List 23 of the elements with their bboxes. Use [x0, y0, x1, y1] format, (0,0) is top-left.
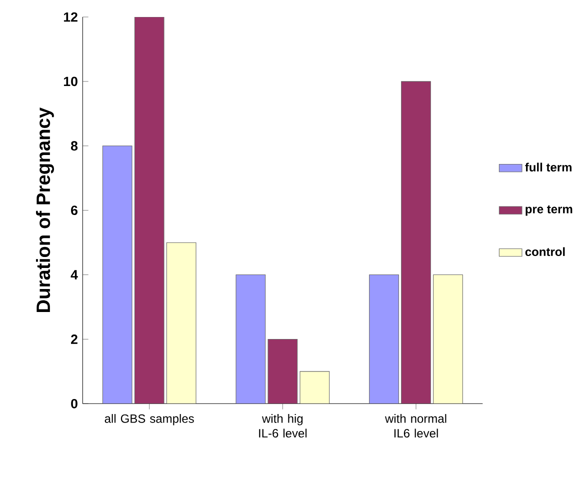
x-tick-label: with hig IL-6 level — [259, 414, 307, 438]
bar — [369, 274, 399, 404]
y-tick-label: 6 — [71, 206, 78, 216]
bar — [166, 242, 196, 404]
x-tick-label: with normal IL6 level — [384, 414, 446, 438]
x-tick-label: all GBS samples — [104, 414, 194, 426]
y-tick-label: 10 — [64, 76, 78, 86]
y-tick-label: 8 — [70, 141, 78, 151]
y-tick-label: 4 — [70, 270, 78, 280]
legend-label: control — [525, 247, 565, 256]
bar — [236, 274, 266, 404]
legend-label: pre term — [526, 205, 572, 216]
bar — [102, 146, 132, 404]
y-tick-label: 12 — [64, 12, 78, 22]
y-tick-label: 0 — [71, 398, 78, 408]
bar — [268, 338, 298, 404]
bar — [300, 371, 330, 404]
bar — [433, 274, 463, 404]
bar — [401, 81, 431, 404]
bar — [134, 16, 164, 404]
y-tick-label: 2 — [71, 334, 78, 344]
y-axis-title: Duration of Pregnancy — [36, 107, 54, 312]
legend-label: full term — [525, 162, 572, 172]
